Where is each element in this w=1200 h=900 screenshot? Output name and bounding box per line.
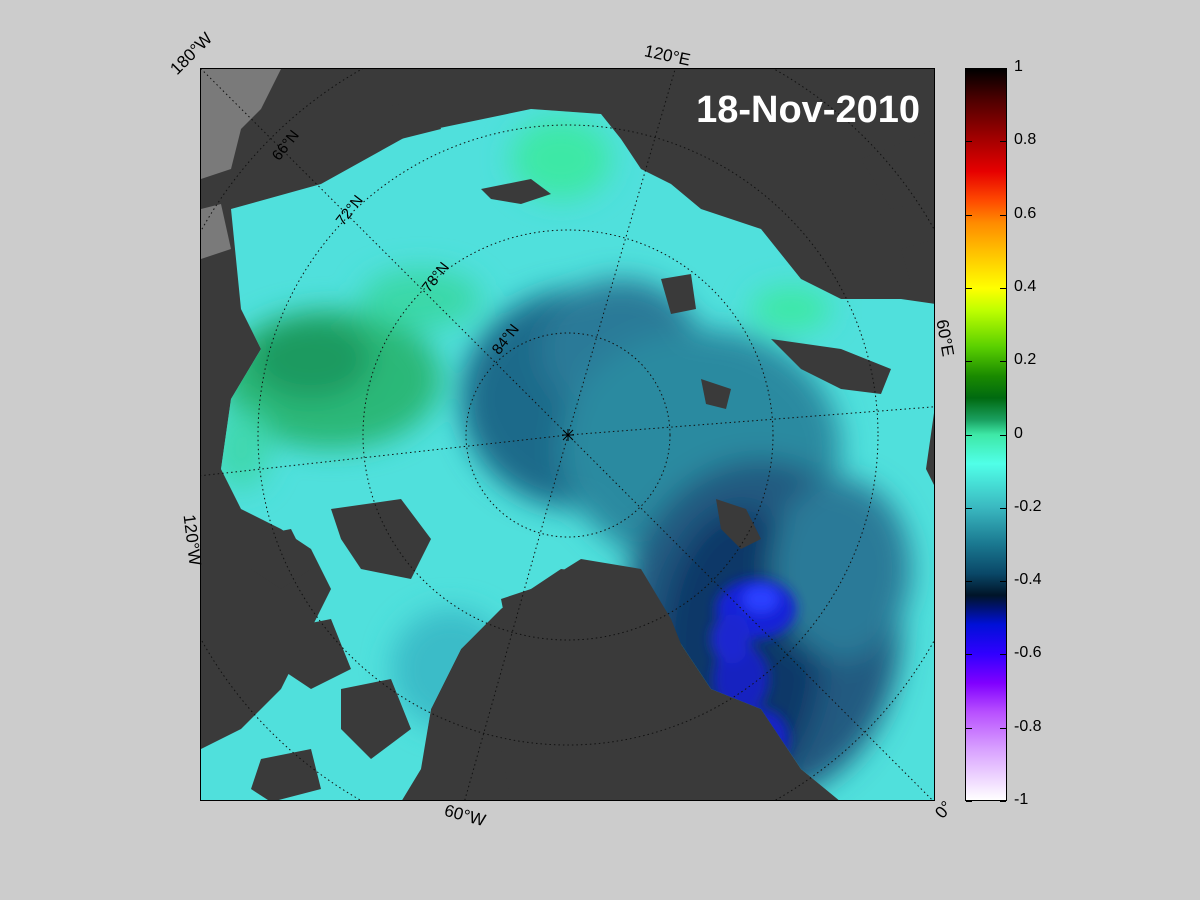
colorbar-tick-mark <box>1000 287 1006 289</box>
colorbar-tick-mark <box>1000 801 1006 802</box>
colorbar-tick-mark <box>966 434 972 436</box>
colorbar-tick-label: -1 <box>1014 791 1029 808</box>
colorbar-tick-mark <box>1000 361 1006 363</box>
colorbar-tick-label: -0.8 <box>1014 717 1042 735</box>
colorbar-tick-mark <box>1000 68 1006 69</box>
colorbar-tick-label: -0.6 <box>1014 644 1042 662</box>
colorbar-tick-label: 0.2 <box>1014 351 1037 369</box>
colorbar-tick-label: 1 <box>1014 58 1023 75</box>
colorbar-tick-mark <box>966 287 972 289</box>
colorbar-tick-label: 0 <box>1014 424 1023 442</box>
colorbar-tick-mark <box>966 507 972 509</box>
colorbar-tick-mark <box>966 654 972 656</box>
colorbar-tick-mark <box>1000 507 1006 509</box>
colorbar-tick-mark <box>966 801 972 802</box>
graticule <box>201 69 934 800</box>
colorbar-tick-mark <box>966 68 972 69</box>
colorbar-tick-mark <box>1000 727 1006 729</box>
colorbar-tick-mark <box>966 727 972 729</box>
lon-label-60w: 60°W <box>442 800 488 831</box>
colorbar-tick-label: 0.4 <box>1014 277 1037 295</box>
north-pole-marker <box>562 429 574 441</box>
no-data-region <box>201 69 281 179</box>
lon-label-0: 0° <box>931 797 957 823</box>
colorbar-tick-label: 0.8 <box>1014 131 1037 149</box>
greenland <box>496 559 701 800</box>
colorbar-tick-mark <box>966 214 972 216</box>
colorbar-tick-mark <box>966 581 972 583</box>
colorbar-tick-mark <box>1000 654 1006 656</box>
colorbar-tick-mark <box>966 141 972 143</box>
no-data-region <box>201 204 231 259</box>
colorbar-tick-mark <box>1000 141 1006 143</box>
lon-label-60e: 60°E <box>932 318 958 358</box>
colorbar-tick-label: -0.2 <box>1014 497 1042 515</box>
colorbar-tick-mark <box>1000 581 1006 583</box>
colorbar-tick-label: 0.6 <box>1014 204 1037 222</box>
colorbar-tick-label: -0.4 <box>1014 571 1042 589</box>
colorbar-tick-mark <box>966 361 972 363</box>
date-label: 18-Nov-2010 <box>696 89 920 131</box>
ocean-field <box>201 109 934 800</box>
colorbar-tick-mark <box>1000 434 1006 436</box>
colorbar-tick-mark <box>1000 214 1006 216</box>
map-canvas <box>201 69 934 800</box>
lon-label-120e: 120°E <box>642 41 693 70</box>
polar-map: 18-Nov-2010 66°N 72°N 78°N 84°N <box>200 68 935 801</box>
